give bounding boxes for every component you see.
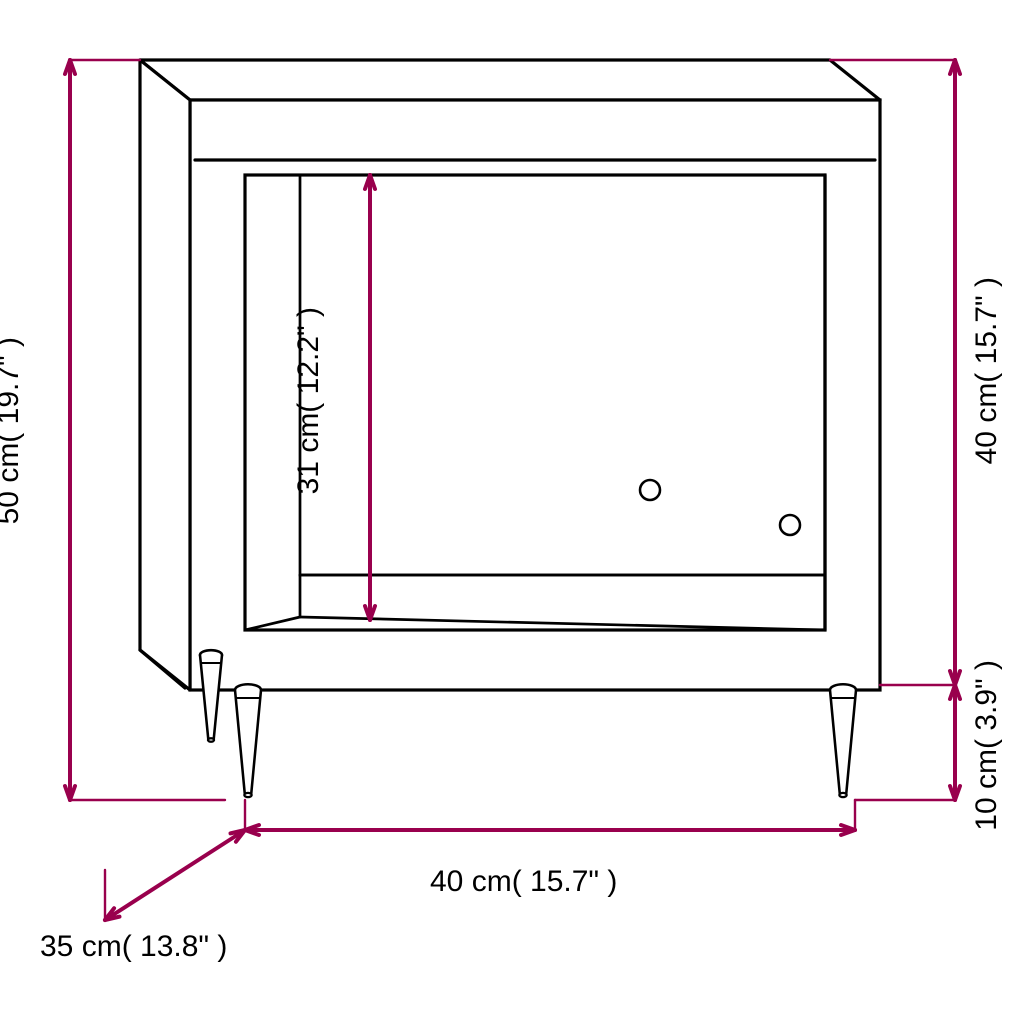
diagram-stage: 50 cm( 19.7" ) 31 cm( 12.2" ) 40 cm( 15.7"…	[0, 0, 1024, 1024]
dim-depth: 35 cm( 13.8" )	[40, 930, 227, 964]
dim-height-body: 40 cm( 15.7" )	[970, 277, 1004, 464]
dim-height-total: 50 cm( 19.7" )	[0, 337, 26, 524]
dim-height-leg: 10 cm( 3.9" )	[970, 660, 1004, 831]
dim-width: 40 cm( 15.7" )	[430, 865, 617, 899]
dim-height-opening: 31 cm( 12.2" )	[292, 307, 326, 494]
